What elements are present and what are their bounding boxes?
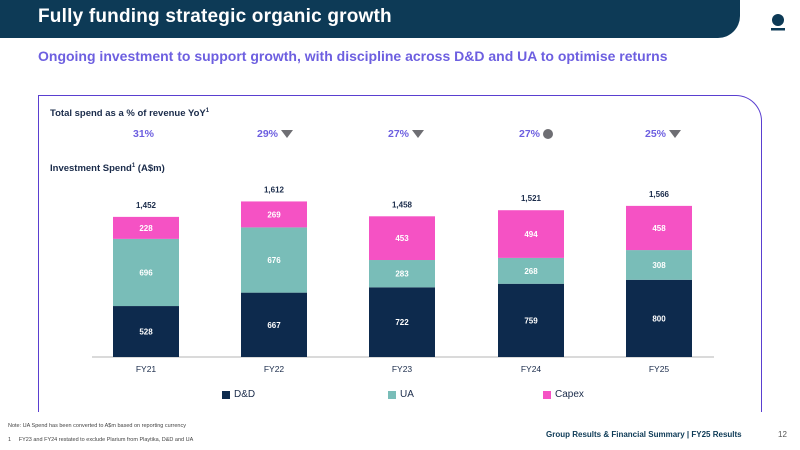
bar-segment-dd-fy25 [626,279,692,357]
pct-value: 31% [133,128,155,140]
legend-swatch [388,390,396,399]
legend-swatch [222,390,230,399]
circle-flat-icon [543,129,554,139]
bar-segment-ua-fy25 [626,250,692,280]
bar-segment-dd-fy21 [113,306,179,357]
data-label-capex-fy24: 494 [524,230,538,239]
bar-segment-dd-fy24 [498,283,564,357]
legend-label: UA [400,389,414,400]
total-label-fy24: 1,521 [521,194,542,203]
bar-segment-capex-fy25 [626,205,692,251]
data-label-ua-fy22: 676 [267,256,281,265]
total-label-fy21: 1,452 [136,201,157,210]
data-label-dd-fy25: 800 [652,314,666,323]
x-tick-label-fy25: FY25 [649,364,670,374]
data-label-dd-fy21: 528 [139,328,153,337]
data-label-ua-fy25: 308 [652,261,666,270]
data-label-dd-fy23: 722 [395,318,409,327]
chart-legend: D&D UA Capex [0,389,800,403]
bar-segment-ua-fy23 [369,260,435,288]
pct-of-revenue-fy21: 31% [133,128,154,140]
chart-panel [38,95,762,412]
data-label-dd-fy22: 667 [267,321,281,330]
subtitle: Ongoing investment to support growth, wi… [38,48,668,64]
total-label-fy25: 1,566 [649,190,670,199]
data-label-capex-fy23: 453 [395,234,409,243]
bar-segment-capex-fy23 [369,216,435,261]
data-label-capex-fy22: 269 [267,210,281,219]
bar-segment-dd-fy22 [241,292,307,357]
logo-icon [771,14,785,31]
legend-item-dd: D&D [222,389,255,400]
down-triangle-icon [669,130,682,138]
x-tick-label-fy21: FY21 [136,364,157,374]
pct-of-revenue-label: Total spend as a % of revenue YoY1 [50,108,210,120]
data-label-ua-fy23: 283 [395,270,409,279]
pct-of-revenue-fy22: 29% [257,128,294,140]
legend-swatch [543,390,551,399]
pct-of-revenue-row: 31% 29% 27% 27% 25% [0,128,800,146]
data-label-capex-fy25: 458 [652,224,666,233]
pct-of-revenue-fy23: 27% [388,128,425,140]
bar-segment-ua-fy24 [498,257,564,284]
page-title: Fully funding strategic organic growth [38,6,392,27]
bar-segment-capex-fy24 [498,210,564,258]
header-band [0,0,740,38]
footnote-note: Note: UA Spend has been converted to A$m… [8,423,186,429]
data-label-dd-fy24: 759 [524,316,538,325]
data-label-ua-fy24: 268 [524,267,538,276]
down-triangle-icon [412,130,425,138]
total-label-fy22: 1,612 [264,185,285,194]
bar-segment-dd-fy23 [369,287,435,357]
page-number: 12 [778,430,787,439]
x-tick-label-fy22: FY22 [264,364,285,374]
total-label-fy23: 1,458 [392,200,413,209]
x-tick-label-fy24: FY24 [521,364,542,374]
bar-segment-capex-fy22 [241,201,307,228]
pct-value: 29% [257,128,279,140]
investment-spend-label: Investment Spend1 (A$m) [50,163,165,175]
pct-value: 25% [645,128,667,140]
data-label-ua-fy21: 696 [139,268,153,277]
legend-item-capex: Capex [543,389,584,400]
bar-segment-ua-fy21 [113,238,179,307]
bar-segment-capex-fy21 [113,216,179,239]
pct-value: 27% [519,128,541,140]
pct-of-revenue-fy25: 25% [645,128,682,140]
footnote-1: 1 FY23 and FY24 restated to exclude Plar… [8,437,194,443]
footer-section: Group Results & Financial Summary | FY25… [546,430,742,439]
x-tick-label-fy23: FY23 [392,364,413,374]
legend-item-ua: UA [388,389,414,400]
data-label-capex-fy21: 228 [139,224,153,233]
legend-label: D&D [234,389,256,400]
legend-label: Capex [555,389,584,400]
pct-of-revenue-fy24: 27% [519,128,554,140]
down-triangle-icon [281,130,294,138]
bar-segment-ua-fy22 [241,227,307,293]
pct-value: 27% [388,128,410,140]
